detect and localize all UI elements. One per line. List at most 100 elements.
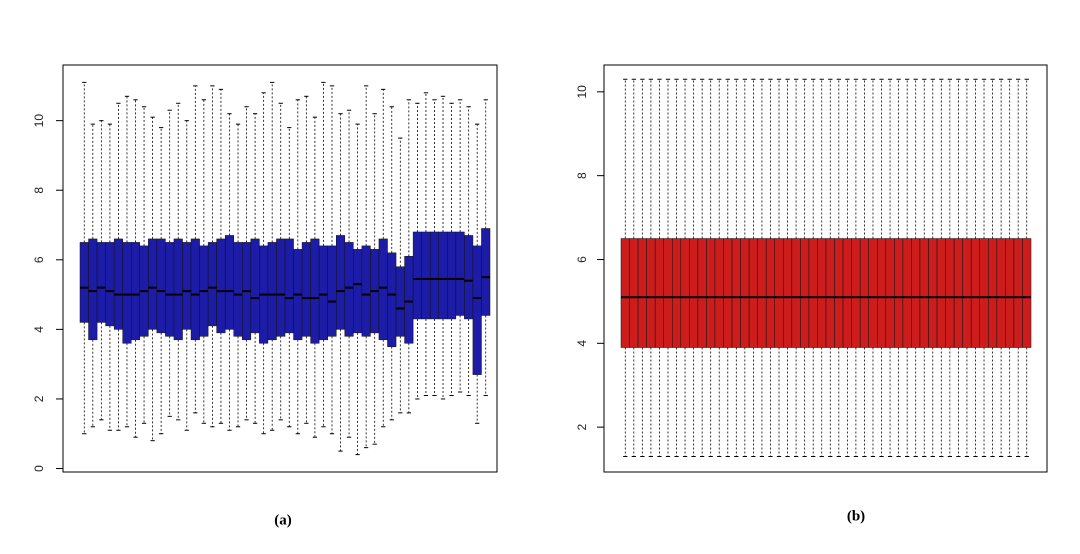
box — [817, 238, 827, 348]
box — [122, 242, 132, 344]
box — [113, 238, 123, 330]
box — [301, 242, 311, 337]
y-tick-label: 10 — [575, 85, 589, 99]
box — [620, 238, 630, 348]
box — [945, 238, 955, 348]
box — [156, 238, 166, 334]
box — [988, 238, 998, 348]
box — [962, 238, 972, 348]
box — [455, 231, 465, 316]
box — [447, 231, 457, 320]
y-tick-label: 4 — [32, 326, 46, 333]
caption: (a) — [274, 512, 292, 528]
box — [723, 238, 733, 348]
y-tick-label: 6 — [32, 256, 46, 263]
box — [774, 238, 784, 348]
box — [284, 238, 294, 334]
box — [190, 238, 200, 341]
box — [276, 238, 286, 337]
box — [173, 238, 183, 341]
box — [979, 238, 989, 348]
box — [1005, 238, 1015, 348]
box — [336, 235, 346, 330]
box — [464, 235, 474, 320]
box — [224, 235, 234, 330]
box — [791, 238, 801, 348]
plot-frame — [603, 64, 1048, 473]
box — [404, 256, 414, 344]
box — [919, 238, 929, 348]
box — [706, 238, 716, 348]
box — [481, 228, 491, 316]
box — [748, 238, 758, 348]
box — [902, 238, 912, 348]
y-tick-label: 10 — [32, 114, 46, 128]
box — [672, 238, 682, 348]
box — [429, 231, 440, 320]
box — [344, 242, 354, 337]
y-tick-label: 4 — [575, 340, 589, 347]
box — [233, 242, 243, 337]
box — [318, 245, 328, 341]
y-tick-label: 8 — [575, 172, 589, 179]
y-tick-label: 8 — [32, 187, 46, 194]
box — [731, 238, 741, 348]
box — [928, 238, 938, 348]
box — [953, 238, 963, 348]
box — [165, 242, 175, 337]
box — [765, 238, 775, 348]
box — [885, 238, 895, 348]
box — [697, 238, 707, 348]
box — [182, 242, 192, 330]
box — [387, 252, 397, 348]
box — [79, 242, 89, 323]
box — [783, 238, 793, 348]
box — [310, 238, 320, 344]
box — [740, 238, 750, 348]
box — [842, 238, 852, 348]
box — [216, 238, 226, 334]
box — [894, 238, 904, 348]
box — [654, 238, 664, 348]
box — [646, 238, 656, 348]
box — [395, 266, 405, 337]
box — [267, 242, 277, 341]
box — [911, 238, 921, 348]
box — [88, 238, 98, 341]
y-tick-label: 6 — [575, 256, 589, 263]
box — [327, 245, 337, 337]
y-tick-label: 0 — [32, 465, 46, 472]
box — [629, 238, 639, 348]
caption: (b) — [847, 508, 865, 524]
box — [970, 238, 980, 348]
box — [472, 245, 482, 375]
box — [637, 238, 647, 348]
y-tick-label: 2 — [575, 423, 589, 430]
box — [1022, 238, 1032, 348]
box — [757, 238, 767, 348]
box — [378, 238, 388, 341]
plot-frame — [62, 64, 498, 473]
box — [868, 238, 878, 348]
box — [250, 238, 260, 334]
box — [680, 238, 690, 348]
box — [438, 231, 448, 320]
box — [800, 238, 810, 348]
box — [353, 249, 363, 334]
box — [996, 238, 1006, 348]
box — [714, 238, 724, 348]
box — [663, 238, 673, 348]
box — [207, 242, 217, 327]
box — [859, 238, 869, 348]
box — [808, 238, 818, 348]
box — [1013, 238, 1023, 348]
box — [689, 238, 699, 348]
box — [131, 242, 141, 341]
box — [361, 245, 371, 337]
y-tick-label: 2 — [32, 395, 46, 402]
box — [421, 231, 431, 320]
box — [834, 238, 844, 348]
box — [148, 238, 158, 330]
box — [412, 231, 422, 320]
